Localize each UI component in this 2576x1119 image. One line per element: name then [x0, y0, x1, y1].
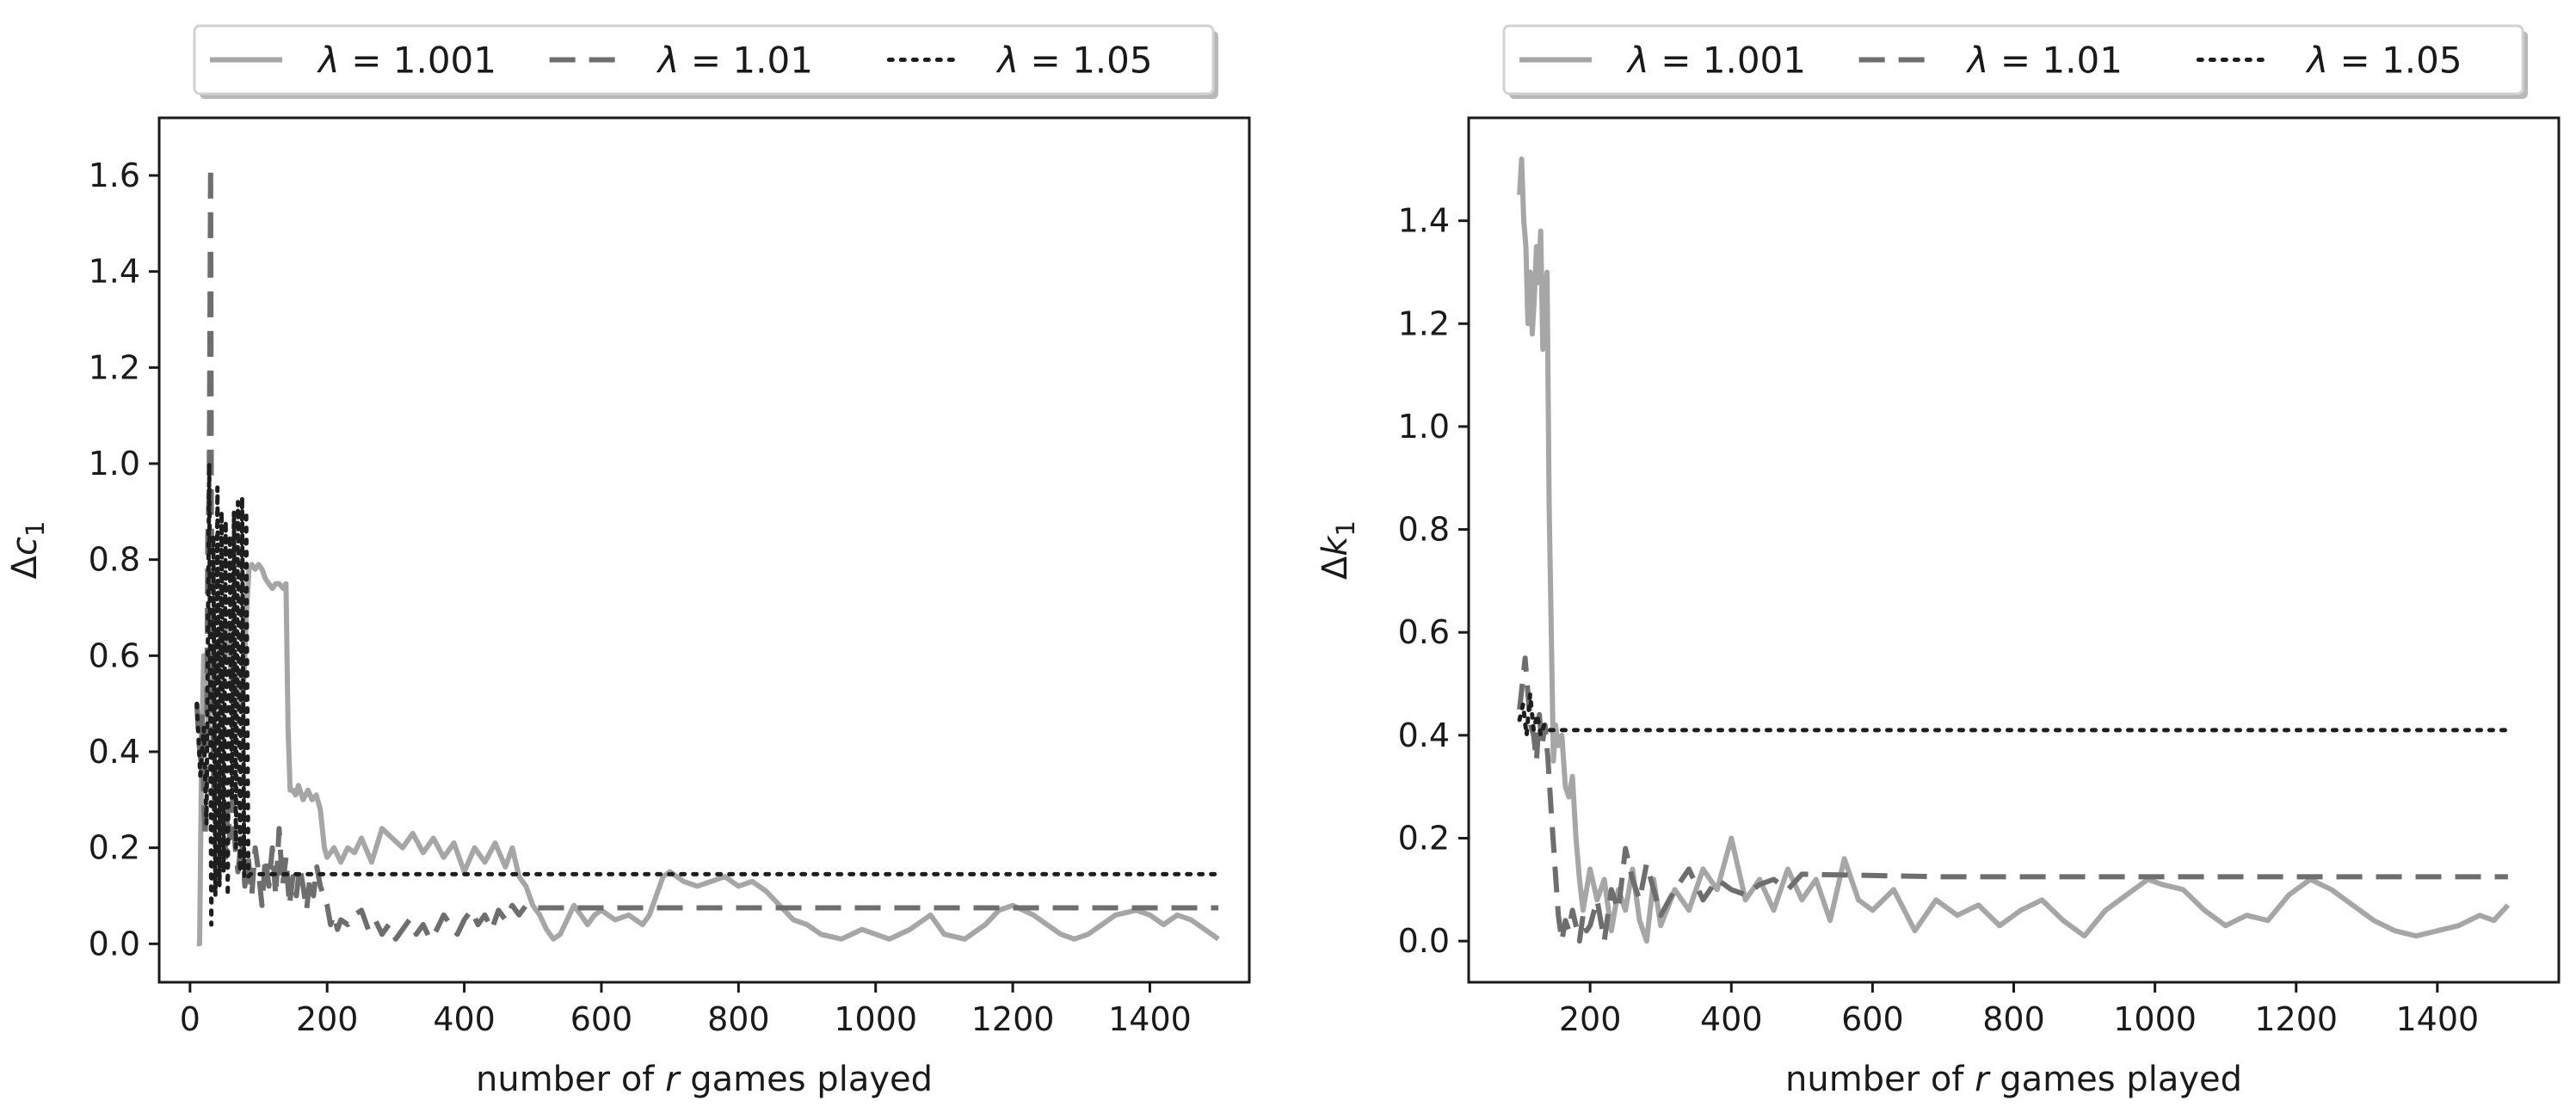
x-tick-label: 400 — [433, 1000, 496, 1038]
legend-label-1: λ = 1.001 — [1626, 40, 1806, 82]
y-axis-label-part: k — [1316, 535, 1355, 556]
series-line-3 — [194, 461, 1221, 927]
x-axis-label-part: games played — [680, 1060, 933, 1099]
series-line-2 — [1517, 655, 2508, 944]
legend-label-3: λ = 1.05 — [2305, 40, 2462, 82]
chart-panel-1: 0 200 400 600 800 1000 1200 1400 0.0 0.2 0.4 0.6 0.8… — [5, 24, 1251, 1099]
legend-label-2: λ = 1.01 — [656, 40, 813, 82]
series-lines — [194, 163, 1221, 947]
series-line-3 — [1517, 692, 2511, 738]
legend-label-part: = 1.05 — [1019, 40, 1152, 82]
y-tick-label: 1.2 — [1398, 304, 1450, 342]
legend-label-part: = 1.05 — [2328, 40, 2462, 82]
x-tick-label: 1200 — [971, 1000, 1055, 1038]
x-axis-label-part: games played — [1989, 1060, 2242, 1099]
x-tick-label: 600 — [1841, 1000, 1904, 1038]
legend-label-3: λ = 1.05 — [995, 40, 1152, 82]
y-tick-label: 0.0 — [89, 925, 140, 962]
legend-label-part: λ — [995, 40, 1019, 82]
x-axis-label-part: r — [665, 1060, 681, 1099]
y-tick-label: 0.8 — [89, 541, 140, 579]
legend-label-part: = 1.01 — [680, 40, 813, 82]
y-tick-label: 1.4 — [1398, 202, 1450, 240]
x-tick-label: 600 — [570, 1000, 633, 1038]
legend-label-part: = 1.01 — [1989, 40, 2123, 82]
y-tick-label: 1.0 — [1398, 408, 1450, 446]
legend-box — [1502, 24, 2524, 95]
x-tick-label: 1400 — [2395, 1000, 2479, 1038]
y-tick-label: 0.4 — [89, 733, 140, 771]
y-tick-label: 0.0 — [1398, 922, 1450, 960]
y-tick-label: 1.6 — [89, 157, 140, 194]
legend-label-part: λ — [1966, 40, 1989, 82]
y-axis-label-part: Δ — [5, 555, 45, 579]
x-tick-label: 200 — [1559, 1000, 1622, 1038]
y-tick-label: 0.8 — [1398, 511, 1450, 549]
chart-panel-2: 200 400 600 800 1000 1200 1400 0.0 0.2 0.4 0.6 0.8 1… — [1316, 24, 2561, 1099]
x-tick-label: 800 — [1982, 1000, 2045, 1038]
y-axis-label-part: 1 — [1331, 520, 1360, 536]
x-tick-label: 1200 — [2254, 1000, 2338, 1038]
y-tick-label: 1.2 — [89, 348, 140, 386]
x-tick-label: 1000 — [2113, 1000, 2197, 1038]
legend-box — [193, 24, 1215, 95]
y-axis-label: Δk1 — [1316, 520, 1360, 580]
series-lines — [1517, 156, 2511, 944]
x-tick-label: 1000 — [834, 1000, 917, 1038]
y-tick-label: 0.4 — [1398, 716, 1450, 754]
axes-frame — [157, 116, 1251, 984]
series-line-1 — [1517, 156, 2511, 944]
x-tick-label: 1400 — [1108, 1000, 1192, 1038]
legend: λ = 1.001 λ = 1.01 λ = 1.05 — [1502, 24, 2528, 99]
y-tick-label: 1.0 — [89, 445, 140, 483]
x-axis-label: number of r games played — [1785, 1060, 2242, 1099]
legend-label-1: λ = 1.001 — [317, 40, 496, 82]
series-line-1 — [196, 562, 1220, 947]
legend-label-part: λ — [1626, 40, 1649, 82]
legend-label-part: λ — [656, 40, 680, 82]
y-tick-label: 0.2 — [89, 829, 140, 867]
x-tick-label: 0 — [180, 1000, 200, 1038]
y-axis-label: Δc1 — [5, 521, 50, 580]
y-tick-label: 1.4 — [89, 253, 140, 291]
legend: λ = 1.001 λ = 1.01 λ = 1.05 — [193, 24, 1218, 99]
legend-label-2: λ = 1.01 — [1966, 40, 2123, 82]
x-axis-label: number of r games played — [476, 1060, 933, 1099]
y-tick-label: 0.2 — [1398, 820, 1450, 858]
x-tick-label: 200 — [296, 1000, 359, 1038]
axes-frame — [1467, 116, 2561, 984]
y-tick-label: 0.6 — [1398, 613, 1450, 651]
legend-label-part: = 1.001 — [340, 40, 496, 82]
series-line-2 — [194, 163, 1219, 942]
x-axis-label-part: number of — [476, 1060, 665, 1099]
y-axis-label-part: c — [5, 537, 45, 556]
x-tick-label: 800 — [707, 1000, 770, 1038]
legend-label-part: = 1.001 — [1649, 40, 1806, 82]
y-axis-label-part: 1 — [21, 521, 50, 537]
y-tick-label: 0.6 — [89, 636, 140, 674]
x-axis-label-part: r — [1975, 1060, 1991, 1099]
x-tick-label: 400 — [1700, 1000, 1763, 1038]
legend-label-part: λ — [317, 40, 340, 82]
x-axis-label-part: number of — [1785, 1060, 1975, 1099]
y-axis-label-part: Δ — [1316, 556, 1355, 580]
legend-label-part: λ — [2305, 40, 2328, 82]
